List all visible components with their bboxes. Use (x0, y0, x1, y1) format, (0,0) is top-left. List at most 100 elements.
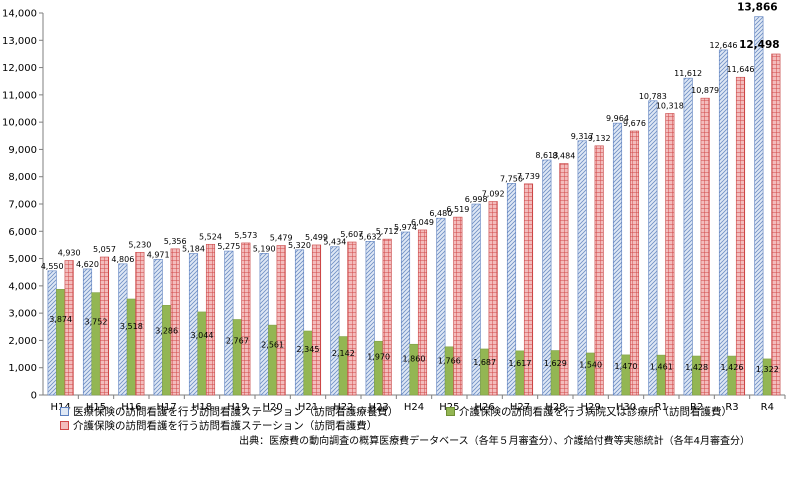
data-label-series-1: 11,612 (674, 69, 702, 78)
legend-label-series-2: 介護保険の訪問看護を行う病院又は診療所（訪問看護費） (459, 406, 732, 418)
data-label-series-1: 7,756 (500, 174, 523, 183)
bar-series-3-R2 (700, 97, 710, 396)
bar-series-2-H15 (91, 292, 101, 396)
data-label-series-3: 9,132 (588, 134, 611, 143)
bar-series-1-H22 (330, 246, 340, 396)
legend-label-series-1: 医療保険の訪問看護を行う訪問看護ステーション（訪問看護療養費） (73, 406, 399, 418)
x-tick-label: H26 (475, 402, 495, 413)
y-tick-label: 11,000 (2, 90, 37, 101)
data-label-series-3: 5,712 (376, 227, 399, 236)
x-tick-label: H16 (121, 402, 141, 413)
y-tick-label: 1,000 (8, 363, 37, 374)
data-label-series-1: 5,275 (217, 242, 240, 251)
bar-series-2-H29 (586, 352, 596, 396)
bar-series-1-H24 (400, 231, 411, 396)
bar-series-1-H28 (542, 159, 552, 396)
bar-series-2-R1 (656, 354, 666, 396)
data-label-series-1: 8,613 (535, 151, 558, 160)
bar-series-1-H21 (294, 249, 305, 396)
bar-series-2-H24 (409, 343, 419, 396)
x-tick-label: H21 (298, 402, 318, 413)
bar-series-3-H17 (170, 248, 180, 396)
bar-series-3-H22 (347, 241, 357, 396)
data-label-series-3: 6,519 (446, 205, 469, 214)
data-label-series-1: 13,866 (737, 2, 778, 14)
bar-series-1-H20 (259, 253, 269, 396)
bar-series-2-H27 (515, 350, 525, 396)
bar-series-2-H17 (162, 305, 172, 396)
data-label-series-3: 10,318 (656, 101, 684, 110)
data-label-series-3: 5,607 (340, 230, 363, 239)
y-tick-label: 3,000 (8, 309, 37, 320)
data-label-series-1: 6,998 (465, 195, 488, 204)
data-label-series-1: 4,550 (41, 262, 64, 271)
data-label-series-2: 1,629 (544, 359, 567, 368)
data-label-series-1: 9,317 (571, 132, 594, 141)
bar-series-2-H28 (550, 350, 560, 396)
data-label-series-2: 1,540 (579, 361, 602, 370)
data-label-series-1: 5,184 (182, 245, 205, 254)
data-label-series-1: 9,964 (606, 114, 629, 123)
data-label-series-3: 12,498 (739, 39, 780, 51)
bar-series-2-H14 (56, 288, 66, 396)
bar-series-3-H16 (135, 251, 145, 396)
data-label-series-3: 11,646 (727, 65, 755, 74)
data-label-series-3: 10,879 (691, 86, 719, 95)
y-tick-label: 12,000 (2, 63, 37, 74)
y-tick-label: 13,000 (2, 36, 37, 47)
bar-series-1-H19 (224, 250, 234, 396)
bar-series-3-H15 (99, 256, 110, 396)
data-label-series-1: 4,971 (147, 250, 170, 259)
bar-series-1-H18 (188, 253, 199, 396)
x-tick-label: R2 (690, 402, 703, 413)
data-label-series-2: 1,617 (509, 359, 532, 368)
x-tick-label: H22 (333, 402, 353, 413)
data-label-series-3: 5,499 (305, 233, 328, 242)
bar-series-3-H25 (453, 216, 463, 396)
data-label-series-3: 4,930 (58, 248, 81, 257)
bar-series-3-H19 (241, 242, 251, 396)
bar-series-3-H28 (559, 163, 569, 396)
bar-series-2-H18 (197, 311, 207, 396)
data-label-series-2: 3,752 (85, 317, 108, 326)
x-tick-label: H28 (545, 402, 565, 413)
bar-series-2-H19 (232, 319, 242, 396)
data-label-series-2: 1,322 (756, 365, 779, 374)
x-tick-label: H30 (616, 402, 636, 413)
data-label-series-3: 5,356 (164, 237, 187, 246)
bar-series-2-R3 (727, 355, 737, 396)
y-tick-label: 10,000 (2, 118, 37, 129)
x-tick-label: H23 (369, 402, 389, 413)
bar-series-1-H26 (471, 203, 481, 396)
data-label-series-2: 1,766 (438, 356, 461, 365)
x-tick-label: H17 (157, 402, 177, 413)
bar-series-2-H25 (444, 346, 454, 396)
bar-series-1-R2 (683, 77, 693, 396)
data-label-series-3: 6,049 (411, 218, 434, 227)
bar-series-1-R4 (754, 16, 764, 396)
data-label-series-3: 5,057 (93, 245, 116, 254)
legend-item-series-2: 介護保険の訪問看護を行う病院又は診療所（訪問看護費） (446, 404, 732, 419)
data-label-series-2: 3,518 (120, 322, 143, 331)
x-tick-label: H15 (86, 402, 106, 413)
data-label-series-3: 7,739 (517, 172, 540, 181)
bar-series-3-H24 (417, 229, 428, 396)
legend-swatch-series-1 (60, 407, 69, 416)
data-label-series-1: 5,974 (394, 223, 417, 232)
data-label-series-2: 1,428 (685, 363, 708, 372)
y-tick-label: 2,000 (8, 336, 37, 347)
x-tick-label: H20 (263, 402, 283, 413)
bar-series-1-R1 (648, 100, 658, 396)
bar-series-3-H29 (594, 145, 604, 396)
bar-series-2-H26 (480, 348, 490, 396)
data-label-series-2: 3,044 (191, 331, 214, 340)
data-label-series-1: 4,620 (76, 260, 99, 269)
data-label-series-2: 2,142 (332, 349, 355, 358)
bar-series-3-H18 (205, 243, 216, 396)
legend-item-series-1: 医療保険の訪問看護を行う訪問看護ステーション（訪問看護療養費） (60, 404, 398, 419)
data-label-series-1: 6,480 (429, 209, 452, 218)
x-tick-label: H24 (404, 402, 424, 413)
bar-series-1-H15 (82, 268, 93, 396)
data-label-series-1: 12,646 (710, 41, 738, 50)
